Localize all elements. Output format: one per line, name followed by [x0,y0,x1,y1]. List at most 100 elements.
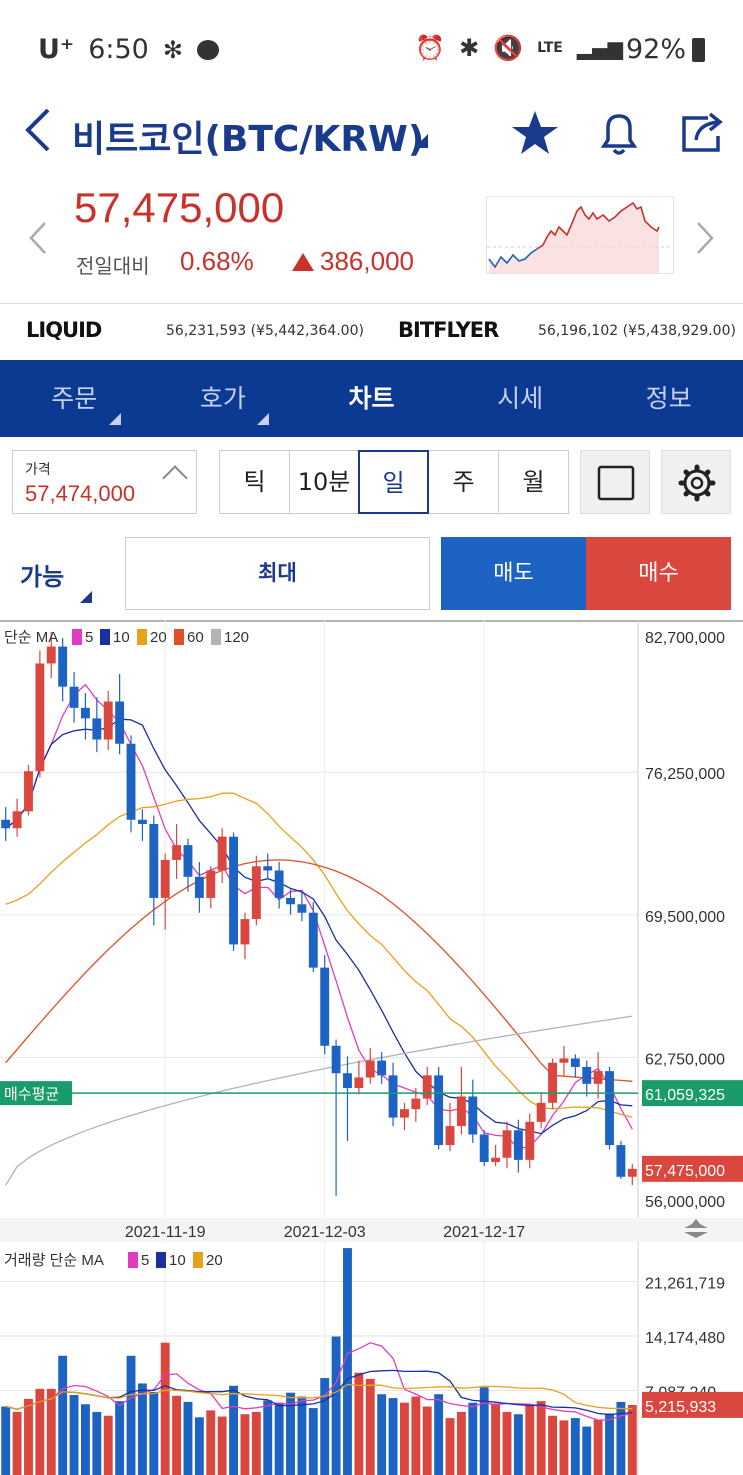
volume-bar [491,1403,501,1475]
volume-bar [92,1411,102,1475]
price-volume-chart[interactable]: 82,700,000 76,250,000 69,500,000 62,750,000… [0,620,743,1475]
candle-body [343,1073,352,1089]
price-axis-tick: 76,250,000 [645,766,725,783]
volume-bar [194,1417,204,1475]
volume-ma20-line [5,1383,633,1410]
carrier-label: U⁺ [38,34,75,65]
candle-body [69,686,79,708]
volume-bar [616,1401,626,1475]
ma-legend-label: 20 [150,629,167,646]
candle-body [627,1168,637,1177]
volume-bar [479,1387,489,1475]
next-coin-icon[interactable] [695,220,715,265]
back-icon[interactable] [22,106,52,165]
bell-icon[interactable] [594,108,644,158]
bluetooth-icon: ✱ [459,34,480,62]
date-axis-tick: 2021-12-03 [284,1224,366,1241]
sell-button[interactable]: 매도 [441,537,586,610]
candle-body [183,845,193,877]
volume-bar [525,1404,535,1475]
candle-body [525,1121,535,1160]
chart-area[interactable]: 82,700,000 76,250,000 69,500,000 62,750,000… [0,620,743,1475]
settings-button[interactable] [661,450,731,514]
app-header: 비트코인(BTC/KRW) [0,100,743,170]
price-selector[interactable]: 가격 57,474,000 [12,450,197,514]
candle-body [160,859,170,898]
volume-bar [1,1406,11,1475]
fullscreen-button[interactable] [580,450,650,514]
candle-body [354,1077,364,1089]
volume-bar [229,1385,238,1475]
candle-body [149,824,159,898]
candle-body [263,866,273,871]
order-row: 가능 최대 매도 매수 [0,537,743,611]
available-marker [80,591,92,603]
period-tick[interactable]: 틱 [219,450,290,514]
buy-button[interactable]: 매수 [586,537,731,610]
chart-toolbar: 가격 57,474,000 틱 10분 일 주 월 [0,447,743,517]
volume-bar [400,1402,409,1475]
avg-buy-value-bg [642,1080,743,1107]
candle-body [35,663,45,772]
tab-order[interactable]: 주문 [0,360,149,437]
mini-price-chart[interactable] [486,196,674,274]
candle-body [445,1126,455,1146]
volume-bar [251,1411,261,1475]
volume-bar [354,1372,364,1475]
mute-icon: 🔇 [493,34,524,62]
avg-buy-label-bg [0,1081,72,1106]
volume-bar [126,1355,136,1475]
tab-chart[interactable]: 차트 [297,360,446,437]
period-10min[interactable]: 10분 [289,450,359,514]
max-button[interactable]: 최대 [125,537,430,610]
ma-legend-label: 5 [85,629,93,646]
prev-coin-icon[interactable] [28,220,48,265]
volume-legend-prefix: 거래량 단순 MA [4,1252,104,1269]
volume-bar [605,1413,614,1475]
avg-buy-label: 매수평균 [4,1086,59,1103]
candle-body [479,1134,489,1162]
volume-ma-legend-swatch [128,1252,138,1268]
candle-body [172,845,182,860]
candle-body [456,1096,466,1127]
price-selector-value: 57,474,000 [25,481,136,506]
candle-body [194,876,204,898]
title-dropdown-icon[interactable] [414,134,428,148]
candle-body [548,1062,557,1103]
volume-bar [172,1395,182,1475]
volume-bar [286,1392,295,1475]
price-selector-label: 가격 [25,462,51,478]
volume-bar [593,1419,603,1475]
diff-amount: 386,000 [320,246,414,276]
avg-buy-value: 61,059,325 [645,1087,725,1104]
coin-title[interactable]: 비트코인(BTC/KRW) [72,119,425,160]
resize-down-icon [684,1232,708,1238]
volume-bar [570,1418,580,1475]
tab-orderbook-label: 호가 [199,384,246,413]
candle-body [593,1071,603,1084]
ma-legend-swatch [72,629,82,645]
tab-orderbook[interactable]: 호가 [149,360,298,437]
candle-body [536,1102,546,1122]
tab-info[interactable]: 정보 [594,360,743,437]
volume-bar [69,1395,79,1475]
available-selector[interactable]: 가능 [20,563,65,591]
candle-body [297,904,307,913]
candle-body [103,701,113,740]
period-month[interactable]: 월 [498,450,569,514]
star-icon[interactable] [510,108,560,158]
volume-bar [468,1402,478,1475]
exchange-name-bitflyer: BITFLYER [398,318,499,342]
price-axis-tick: 56,000,000 [645,1194,725,1211]
candle-body [251,866,261,920]
main-tabs: 주문 호가 차트 시세 정보 [0,360,743,437]
tab-quote[interactable]: 시세 [446,360,595,437]
share-icon[interactable] [678,108,728,158]
period-week[interactable]: 주 [428,450,499,514]
volume-bar [12,1411,22,1475]
volume-bar [217,1416,227,1475]
exchange-value-bitflyer: 56,196,102 (¥5,438,929.00) [538,323,736,339]
period-day[interactable]: 일 [358,450,429,514]
candle-body [229,836,238,945]
fan-icon: ✻ [162,35,183,64]
